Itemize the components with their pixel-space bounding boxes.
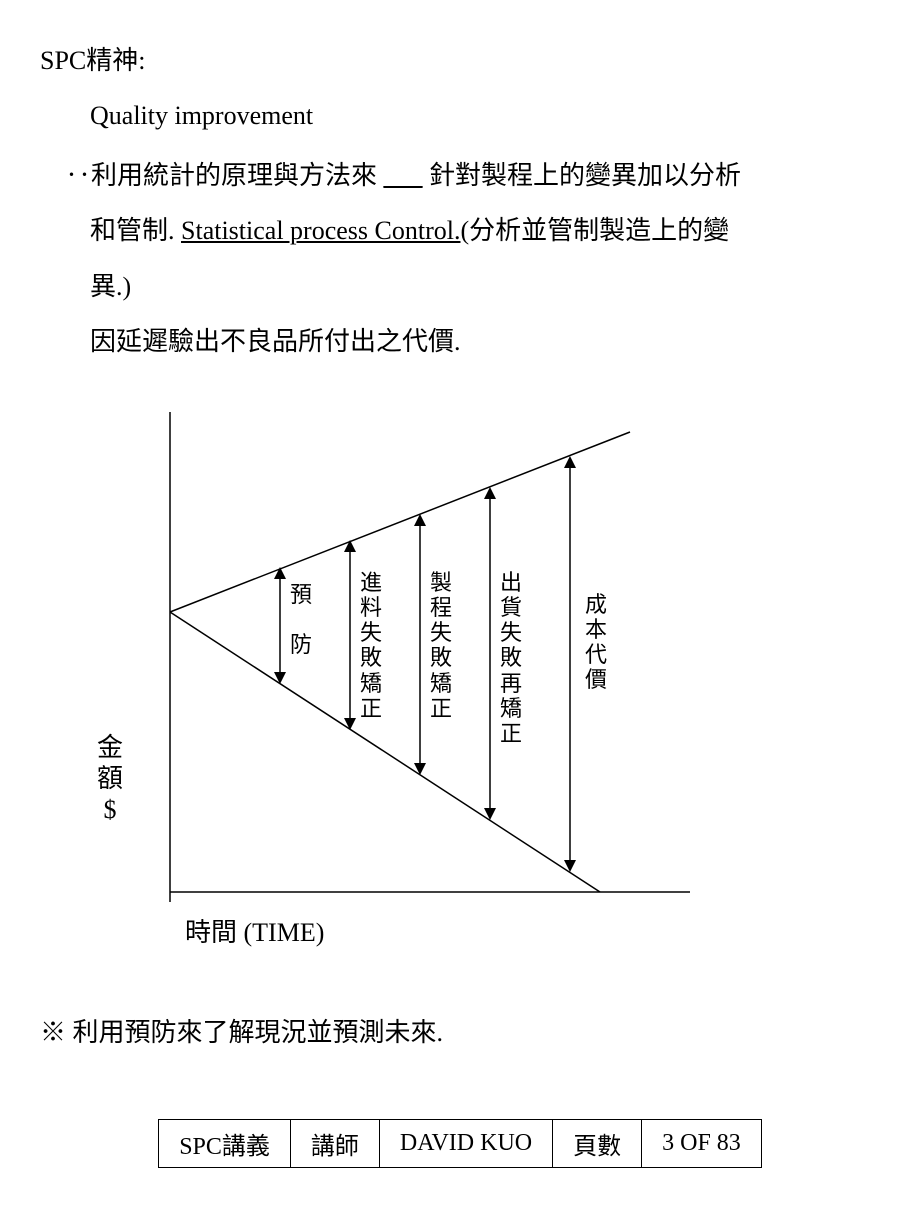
paragraph-line-4: 因延遲驗出不良品所付出之代價. — [40, 317, 880, 366]
footer-cell-instructor-name: DAVID KUO — [379, 1119, 552, 1167]
cost-diagram: 金額$ 時間 (TIME) 預 防 進料失敗矯正 製程失敗矯正 出貨失敗再矯正 成本代價 — [90, 402, 790, 962]
para2-underline: Statistical process Control. — [181, 216, 460, 245]
footnote: ※ 利用預防來了解現況並預測未來. — [40, 1012, 880, 1049]
footer-table: SPC講義 講師 DAVID KUO 頁數 3 OF 83 — [158, 1119, 762, 1168]
footer-cell-title: SPC講義 — [159, 1119, 291, 1167]
para2-pre: 和管制. — [90, 216, 181, 245]
subheading: Quality improvement — [90, 101, 880, 131]
paragraph-line-2: 和管制. Statistical process Control.(分析並管制製… — [40, 206, 880, 255]
x-axis-label: 時間 (TIME) — [185, 912, 324, 949]
para1-pre: ‥利用統計的原理與方法來 — [65, 161, 384, 190]
paragraph-line-3: 異.) — [40, 262, 880, 311]
arrow-label: 進料失敗矯正 — [360, 570, 382, 722]
diagram-svg — [140, 402, 700, 922]
y-axis-label: 金額$ — [90, 732, 130, 826]
arrow-label: 出貨失敗再矯正 — [500, 570, 522, 747]
footer-cell-page-label: 頁數 — [553, 1119, 642, 1167]
para2-post: (分析並管制製造上的變 — [460, 216, 729, 245]
para1-post: 針對製程上的變異加以分析 — [423, 161, 742, 190]
footer-cell-instructor-label: 講師 — [290, 1119, 379, 1167]
page-heading: SPC精神: — [40, 40, 880, 77]
footer-cell-page-number: 3 OF 83 — [642, 1119, 762, 1167]
arrow-label: 製程失敗矯正 — [430, 570, 452, 722]
paragraph-line-1: ‥利用統計的原理與方法來 ___ 針對製程上的變異加以分析 — [40, 151, 880, 200]
arrow-label: 預 防 — [290, 582, 312, 658]
arrow-label: 成本代價 — [585, 592, 607, 693]
para1-blank: ___ — [384, 161, 423, 190]
